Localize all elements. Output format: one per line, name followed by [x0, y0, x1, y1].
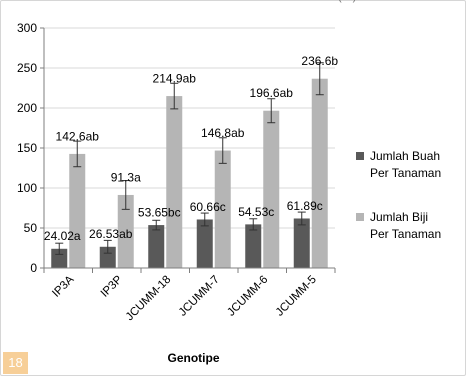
bar-jumlah-biji	[311, 78, 328, 268]
x-tick-label: JCUMM-6	[225, 274, 270, 319]
data-label: 24.02a	[44, 229, 81, 243]
y-tick-label: 100	[17, 181, 37, 195]
legend-label-line: Per Tanaman	[370, 227, 441, 241]
bar-jumlah-biji	[117, 194, 134, 268]
bar-jumlah-buah	[245, 224, 262, 268]
data-label: 60.66c	[190, 200, 226, 214]
y-tick-label: 250	[17, 61, 37, 75]
data-label: 53.65bc	[138, 205, 181, 219]
bar-jumlah-buah	[51, 248, 68, 268]
bar-jumlah-biji	[69, 153, 86, 268]
data-labels: 24.02a 142.6ab 26.53ab 91.3a 53.65bc 214.9ab 6…	[44, 54, 339, 243]
data-label: 142.6ab	[56, 129, 100, 143]
legend-label: Jumlah Buah Per Tanaman	[370, 149, 441, 180]
x-tick-label: IP3A	[50, 273, 76, 299]
data-label: 54.53c	[238, 205, 274, 219]
data-label: 196.6ab	[250, 86, 294, 100]
x-tick-label: JCUMM-18	[124, 274, 174, 324]
data-label: 91.3a	[111, 170, 141, 184]
bar-jumlah-buah	[196, 219, 213, 268]
bar-jumlah-biji	[263, 110, 280, 268]
bar-jumlah-biji	[214, 150, 231, 268]
bar-jumlah-buah	[99, 246, 116, 268]
x-tick-label: IP3P	[99, 273, 125, 299]
data-label: 236.6b	[301, 54, 338, 68]
data-label: 61.89c	[287, 199, 323, 213]
data-label: 146.8ab	[201, 126, 245, 140]
legend-label: Jumlah Biji Per Tanaman	[370, 210, 441, 241]
bar-jumlah-buah	[148, 225, 165, 268]
data-label: 214.9ab	[153, 71, 197, 85]
legend: Jumlah Buah Per Tanaman Jumlah Biji Per Tan…	[356, 149, 441, 241]
legend-swatch	[356, 152, 364, 160]
top-caption: (…)	[338, 0, 356, 3]
bar-jumlah-biji	[166, 96, 183, 268]
data-label: 26.53ab	[89, 227, 133, 241]
y-tick-label: 300	[17, 21, 37, 35]
y-tick-label: 50	[24, 221, 38, 235]
page-number-badge: 18	[3, 352, 28, 374]
y-tick-label: 200	[17, 101, 37, 115]
x-tick-label: JCUMM-5	[274, 274, 319, 319]
legend-label-line: Jumlah Biji	[370, 210, 428, 224]
legend-swatch	[356, 213, 364, 221]
x-tick-label: JCUMM-7	[177, 274, 222, 319]
y-tick-label: 0	[30, 261, 37, 275]
y-tick-label: 150	[17, 141, 37, 155]
legend-label-line: Per Tanaman	[370, 166, 441, 180]
legend-label-line: Jumlah Buah	[370, 149, 440, 163]
gridlines	[44, 27, 335, 229]
x-axis-title: Genotipe	[167, 351, 219, 365]
bars	[51, 62, 328, 268]
bar-jumlah-buah	[293, 218, 310, 268]
